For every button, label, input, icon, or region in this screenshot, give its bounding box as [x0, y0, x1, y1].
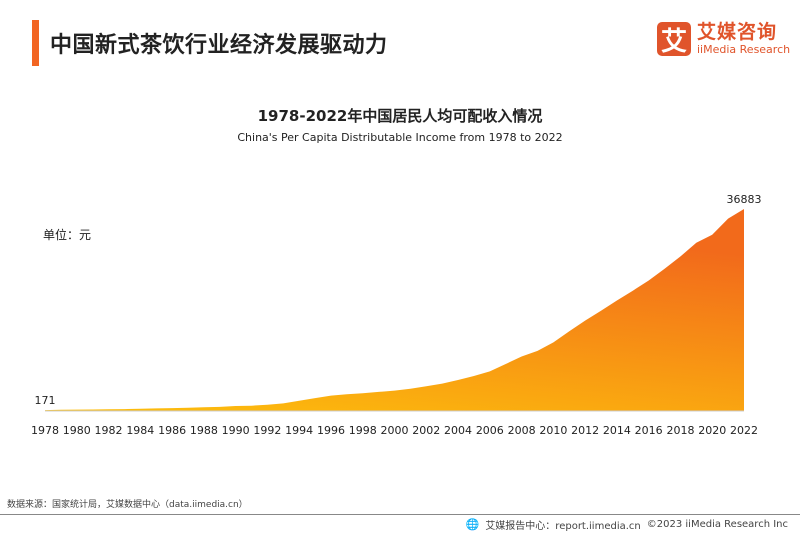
copyright: ©2023 iiMedia Research Inc [646, 519, 788, 530]
data-source: 数据来源：国家统计局，艾媒数据中心（data.iimedia.cn） [7, 500, 248, 510]
data-label-2022: 36883 [727, 193, 762, 206]
x-tick-label: 1988 [190, 424, 218, 437]
logo-cn-text: 艾媒咨询 [697, 21, 778, 43]
x-tick-label: 2016 [635, 424, 663, 437]
report-center-link[interactable]: 艾媒报告中心：report.iimedia.cn [485, 521, 641, 532]
x-tick-label: 1984 [126, 424, 154, 437]
chart-title: 1978-2022年中国居民人均可配收入情况 [257, 107, 543, 125]
x-tick-label: 2004 [444, 424, 472, 437]
x-tick-label: 1992 [253, 424, 281, 437]
x-tick-label: 2010 [539, 424, 567, 437]
x-tick-label: 1980 [63, 424, 91, 437]
x-tick-label: 1982 [95, 424, 123, 437]
x-tick-label: 2012 [571, 424, 599, 437]
unit-label: 单位：元 [43, 228, 92, 242]
footer: 🌐 艾媒报告中心：report.iimedia.cn ©2023 iiMedia… [466, 517, 788, 532]
x-tick-label: 2006 [476, 424, 504, 437]
logo-mark-icon: 艾 [657, 22, 691, 57]
x-tick-label: 1986 [158, 424, 186, 437]
x-tick-label: 2018 [666, 424, 694, 437]
logo-en-text: iiMedia Research [697, 43, 791, 56]
imedia-logo: 艾 艾媒咨询 iiMedia Research [657, 21, 791, 57]
income-area [45, 209, 744, 411]
globe-icon: 🌐 [465, 518, 480, 531]
x-tick-label: 2000 [381, 424, 409, 437]
x-tick-label: 2014 [603, 424, 631, 437]
page-title: 中国新式茶饮行业经济发展驱动力 [50, 33, 388, 58]
x-tick-label: 2022 [730, 424, 758, 437]
x-tick-label: 1990 [222, 424, 250, 437]
x-tick-label: 2002 [412, 424, 440, 437]
x-tick-label: 1996 [317, 424, 345, 437]
x-tick-label: 1994 [285, 424, 313, 437]
chart-subtitle: China's Per Capita Distributable Income … [237, 131, 563, 144]
footer-divider [0, 514, 800, 515]
title-accent-bar [32, 20, 39, 66]
x-tick-label: 2020 [698, 424, 726, 437]
x-tick-label: 1998 [349, 424, 377, 437]
x-tick-label: 2008 [508, 424, 536, 437]
data-label-1978: 171 [35, 394, 56, 407]
x-tick-label: 1978 [31, 424, 59, 437]
